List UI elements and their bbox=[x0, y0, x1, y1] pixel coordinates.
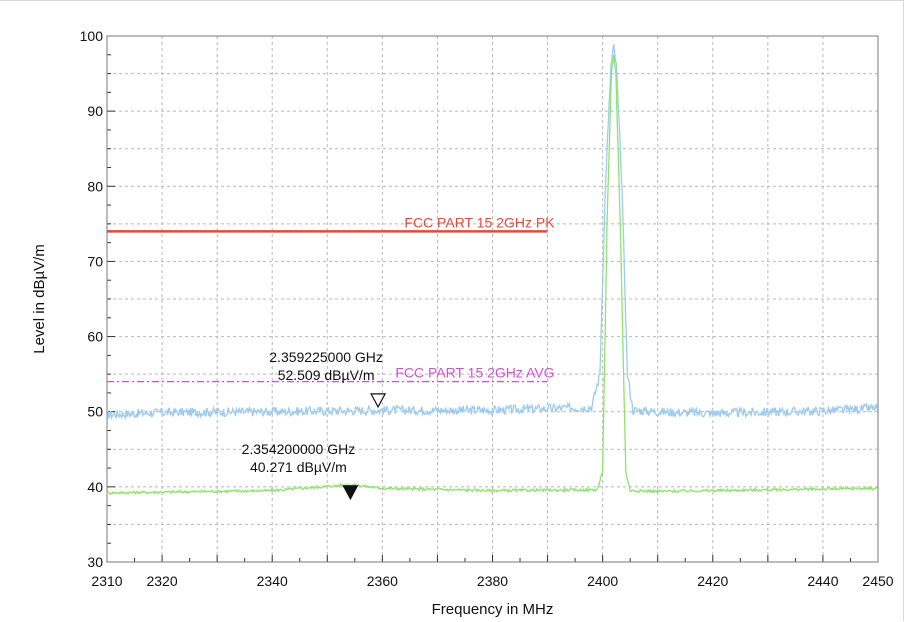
y-tick-label: 100 bbox=[80, 28, 104, 44]
x-tick-label: 2340 bbox=[257, 573, 288, 589]
marker-frequency-1: 2.359225000 GHz bbox=[269, 349, 383, 365]
x-tick-label: 2420 bbox=[697, 573, 728, 589]
plot-border bbox=[106, 35, 879, 563]
x-tick-label: 2380 bbox=[477, 573, 508, 589]
markers: 2.359225000 GHz 52.509 dBµV/m 2.354200000 … bbox=[242, 349, 387, 501]
x-tick-label: 2450 bbox=[862, 573, 893, 589]
y-tick-label: 90 bbox=[87, 103, 103, 119]
x-axis-label: Frequency in MHz bbox=[432, 601, 554, 618]
y-tick-label: 80 bbox=[87, 178, 103, 194]
series-layer bbox=[106, 44, 879, 496]
y-tick-label: 30 bbox=[87, 554, 103, 570]
x-tick-label: 2360 bbox=[367, 573, 398, 589]
marker-frequency-2: 2.354200000 GHz bbox=[242, 441, 356, 457]
limit-lines: FCC PART 15 2GHz PK FCC PART 15 2GHz AVG bbox=[107, 214, 555, 383]
x-tick-label: 2310 bbox=[91, 573, 122, 589]
x-tick-labels: 2310 2320 2340 2360 2380 2400 2420 2440 2450 bbox=[91, 573, 893, 589]
x-tick-label: 2440 bbox=[807, 573, 838, 589]
y-tick-label: 50 bbox=[87, 404, 103, 420]
y-axis-label: Level in dBµV/m bbox=[31, 244, 48, 354]
series-line-2 bbox=[106, 54, 879, 496]
marker-triangle-2 bbox=[342, 485, 359, 501]
y-tick-label: 40 bbox=[87, 479, 103, 495]
y-tick-labels: 30 40 50 60 70 80 90 100 bbox=[80, 28, 104, 570]
x-tick-label: 2400 bbox=[587, 573, 618, 589]
limit-line-label-2: FCC PART 15 2GHz AVG bbox=[395, 365, 554, 381]
marker-triangle-1 bbox=[370, 393, 387, 409]
grid bbox=[107, 36, 878, 562]
marker-level-1: 52.509 dBµV/m bbox=[278, 367, 375, 383]
series-line-1 bbox=[106, 44, 879, 421]
y-tick-label: 60 bbox=[87, 329, 103, 345]
x-tick-label: 2320 bbox=[146, 573, 177, 589]
marker-level-2: 40.271 dBµV/m bbox=[250, 459, 347, 475]
y-tick-label: 70 bbox=[87, 253, 103, 269]
limit-line-label-1: FCC PART 15 2GHz PK bbox=[404, 214, 555, 230]
